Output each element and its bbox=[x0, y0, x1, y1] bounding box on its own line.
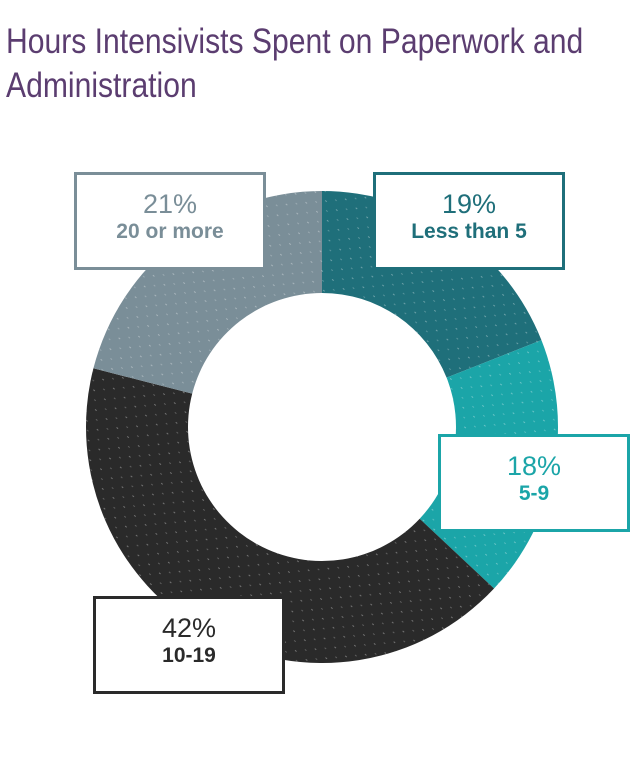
label-less-than-5: 19% Less than 5 bbox=[373, 172, 565, 270]
slice-percent: 18% bbox=[506, 451, 562, 481]
slice-percent: 21% bbox=[142, 189, 198, 219]
slice-percent: 19% bbox=[441, 189, 497, 219]
slice-percent: 42% bbox=[161, 613, 217, 643]
label-5-9: 18% 5-9 bbox=[438, 434, 630, 532]
slice-category: 20 or more bbox=[116, 220, 224, 243]
chart-title: Hours Intensivists Spent on Paperwork an… bbox=[6, 22, 584, 105]
slice-texture bbox=[85, 368, 495, 663]
slice-category: 10-19 bbox=[162, 644, 216, 667]
label-10-19: 42% 10-19 bbox=[93, 596, 285, 694]
slice-category: Less than 5 bbox=[411, 220, 527, 243]
label-20-or-more: 21% 20 or more bbox=[74, 172, 266, 270]
slice-category: 5-9 bbox=[518, 482, 550, 505]
